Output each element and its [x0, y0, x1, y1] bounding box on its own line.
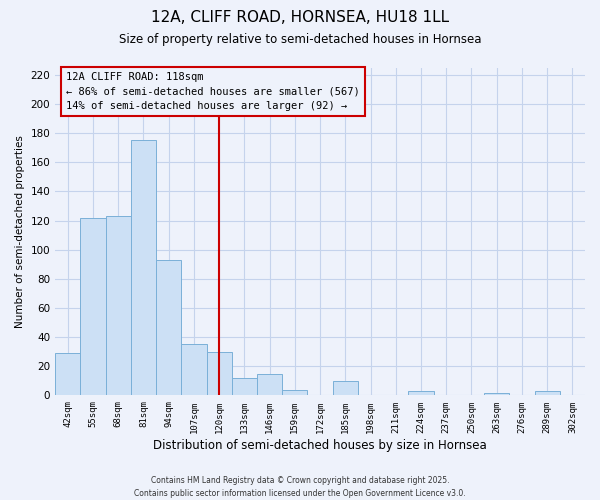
Bar: [535, 391, 560, 396]
X-axis label: Distribution of semi-detached houses by size in Hornsea: Distribution of semi-detached houses by …: [153, 440, 487, 452]
Bar: [55, 353, 80, 396]
Bar: [257, 374, 282, 396]
Text: 12A CLIFF ROAD: 118sqm
← 86% of semi-detached houses are smaller (567)
14% of se: 12A CLIFF ROAD: 118sqm ← 86% of semi-det…: [66, 72, 359, 111]
Bar: [156, 260, 181, 396]
Bar: [232, 378, 257, 396]
Text: Size of property relative to semi-detached houses in Hornsea: Size of property relative to semi-detach…: [119, 32, 481, 46]
Bar: [206, 352, 232, 396]
Bar: [106, 216, 131, 396]
Bar: [332, 381, 358, 396]
Bar: [80, 218, 106, 396]
Bar: [484, 392, 509, 396]
Text: 12A, CLIFF ROAD, HORNSEA, HU18 1LL: 12A, CLIFF ROAD, HORNSEA, HU18 1LL: [151, 10, 449, 25]
Bar: [181, 344, 206, 396]
Bar: [409, 391, 434, 396]
Bar: [282, 390, 307, 396]
Text: Contains HM Land Registry data © Crown copyright and database right 2025.
Contai: Contains HM Land Registry data © Crown c…: [134, 476, 466, 498]
Y-axis label: Number of semi-detached properties: Number of semi-detached properties: [15, 135, 25, 328]
Bar: [131, 140, 156, 396]
